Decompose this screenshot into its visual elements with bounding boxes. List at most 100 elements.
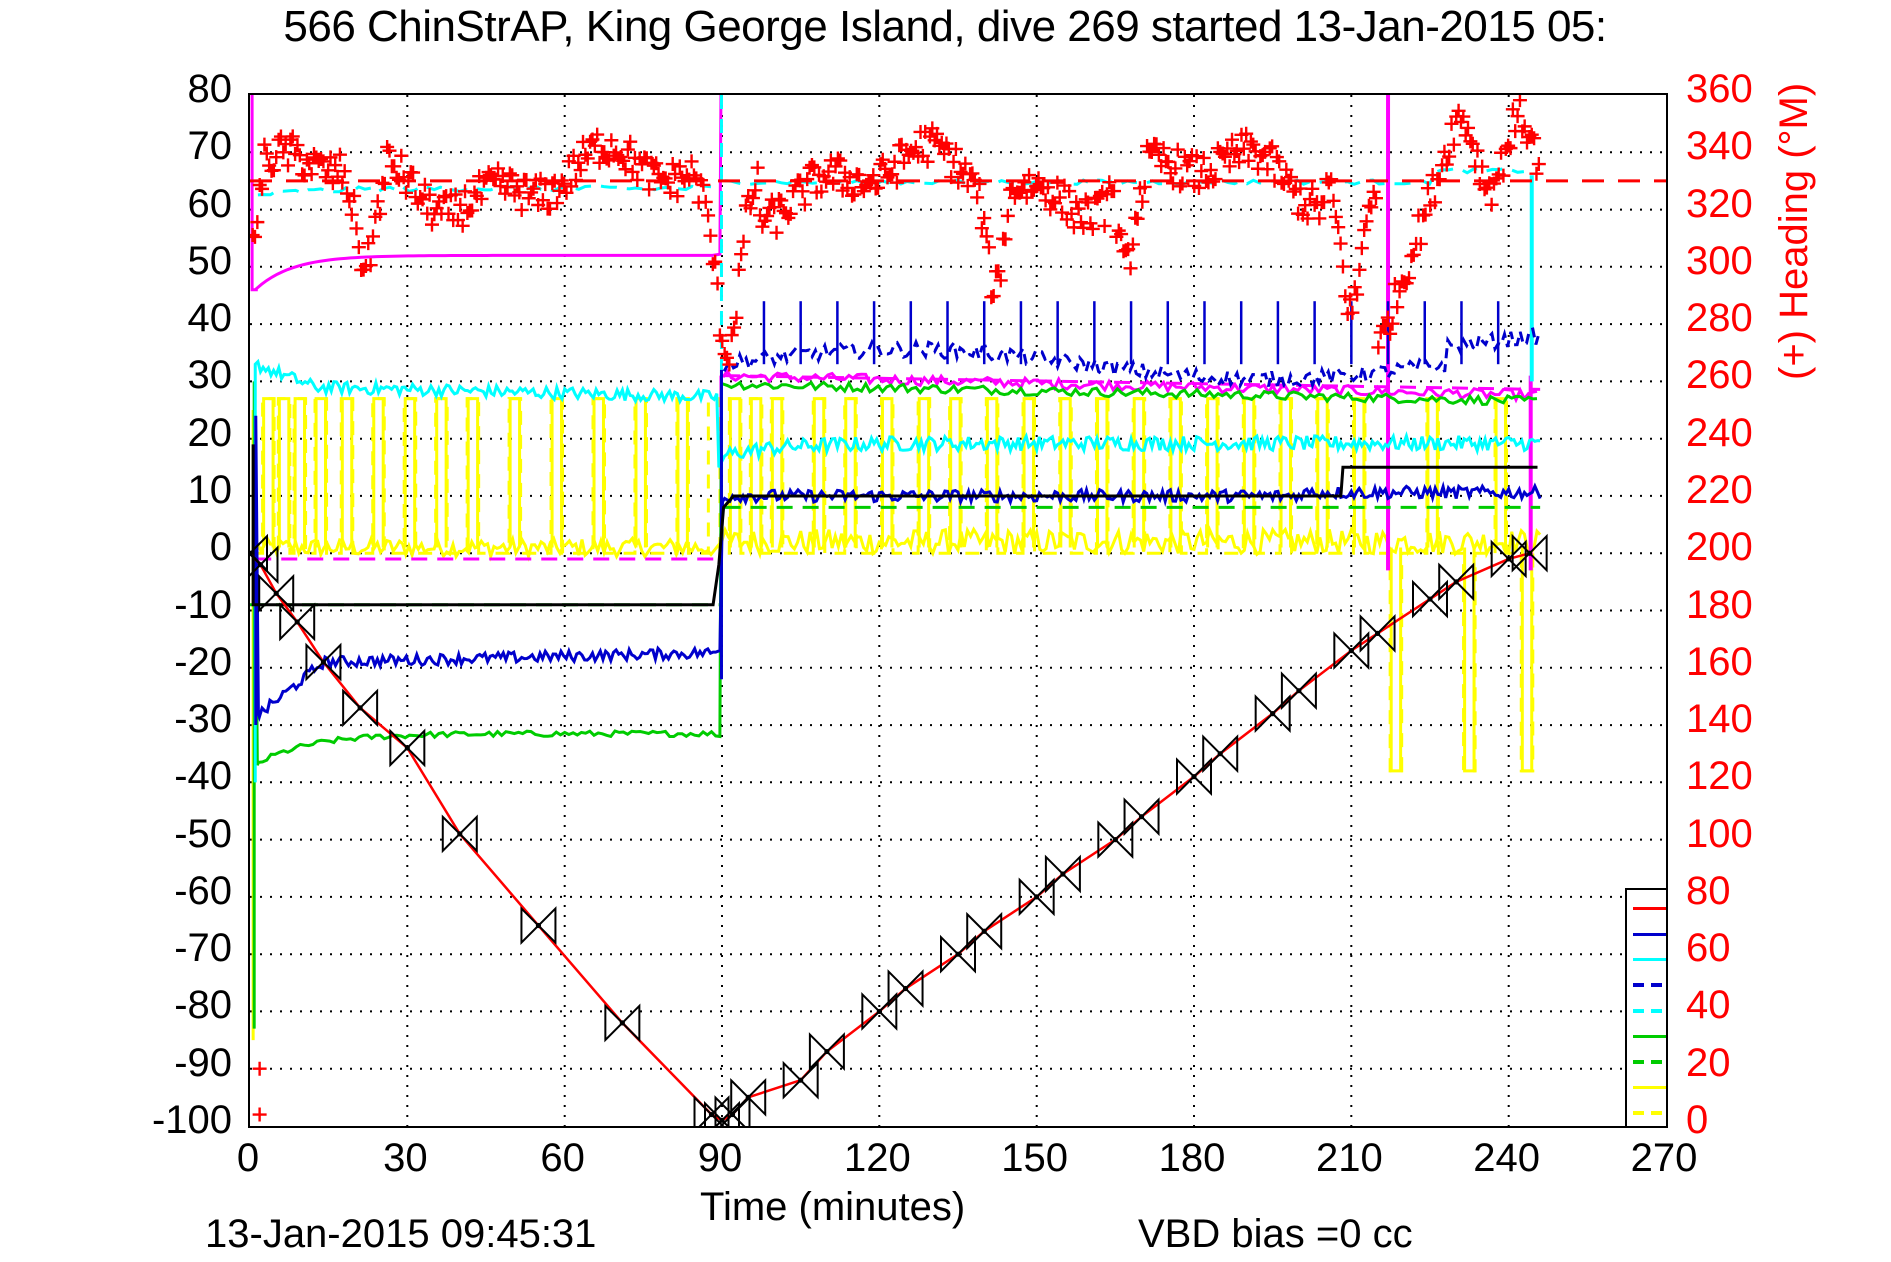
height-marker-bowtie bbox=[258, 573, 295, 613]
height-marker-bowtie bbox=[1097, 820, 1134, 860]
height-marker-bowtie bbox=[1202, 734, 1239, 774]
trace-vehicle-roll-pulse bbox=[949, 397, 962, 548]
trace-vert-speed-buoy-pitch bbox=[722, 327, 1541, 391]
trace-vehicle-roll-pulse bbox=[1169, 397, 1182, 548]
x-tick-270: 270 bbox=[1630, 1136, 1698, 1180]
y-tick-right-100: 100 bbox=[1686, 811, 1753, 856]
y-tick-right-220: 220 bbox=[1686, 467, 1753, 512]
height-marker-dot bbox=[619, 1020, 625, 1026]
trace-vehicle-roll-pulse bbox=[1352, 397, 1366, 548]
trace-vehicle-roll-pulse bbox=[340, 397, 354, 548]
heading-edge-markers bbox=[252, 1061, 267, 1122]
y-tick-left--20: -20 bbox=[174, 639, 232, 684]
trace-vehicle-roll-pulse bbox=[1389, 547, 1403, 773]
height-marker-dot bbox=[1506, 556, 1512, 562]
legend-item: Pitch Control (mm) bbox=[1627, 1049, 1666, 1075]
height-marker-dot bbox=[1270, 711, 1276, 717]
legend-swatch-line bbox=[1633, 1059, 1666, 1064]
trace-roll-control bbox=[255, 397, 1541, 773]
trace-vehicle-roll-pulse bbox=[550, 397, 564, 548]
vbd-bias-label: VBD bias =0 cc bbox=[1138, 1212, 1413, 1256]
height-marker-bowtie bbox=[704, 1100, 740, 1126]
height-marker-dot bbox=[357, 705, 363, 711]
y-tick-right-340: 340 bbox=[1686, 124, 1753, 169]
trace-vehicle-roll-pulse bbox=[1426, 397, 1439, 548]
height-marker-dot bbox=[798, 1077, 804, 1083]
x-tick-0: 0 bbox=[236, 1136, 260, 1180]
legend-item: Pitch Up (deg) bbox=[1627, 1024, 1666, 1050]
y-tick-right-120: 120 bbox=[1686, 754, 1753, 799]
height-marker-dot bbox=[404, 745, 410, 751]
height-marker-dot bbox=[1191, 774, 1197, 780]
trace-pitch-up bbox=[252, 379, 1538, 1029]
legend-swatch-line bbox=[1633, 1034, 1666, 1038]
y-tick-left--50: -50 bbox=[174, 811, 232, 856]
height-marker-bowtie bbox=[604, 1003, 641, 1043]
height-marker-dot bbox=[1060, 871, 1066, 877]
height-marker-dot bbox=[320, 659, 327, 665]
trace-vehicle-roll-pulse bbox=[1059, 397, 1072, 548]
legend-box: Height (10m)W = dz/dt (cm/s)Horiz Speed(… bbox=[1625, 888, 1666, 1126]
plot-canvas bbox=[250, 95, 1666, 1126]
height-marker-bowtie bbox=[441, 814, 478, 854]
y-tick-right-40: 40 bbox=[1686, 983, 1731, 1028]
x-tick-150: 150 bbox=[1001, 1136, 1069, 1180]
y-tick-left--70: -70 bbox=[174, 926, 232, 971]
height-marker-dot bbox=[981, 928, 987, 934]
height-marker-dot bbox=[1296, 688, 1302, 694]
trace-vehicle-roll-pulse bbox=[749, 397, 763, 548]
trace-vehicle-roll-pulse bbox=[1132, 397, 1146, 548]
y-tick-right-200: 200 bbox=[1686, 525, 1753, 570]
trace-vehicle-roll-pulse bbox=[435, 397, 448, 548]
height-marker-dot bbox=[955, 951, 961, 957]
y-tick-left--100: -100 bbox=[151, 1098, 232, 1142]
trace-vehicle-roll-pulse bbox=[1463, 547, 1476, 773]
trace-vehicle-roll-pulse bbox=[1096, 397, 1109, 548]
height-marker-dot bbox=[745, 1094, 751, 1100]
height-marker-dot bbox=[457, 831, 463, 837]
legend-item: W = dz/dt (cm/s) bbox=[1627, 922, 1666, 948]
legend-item: Horiz Speed(buoy,pitch) bbox=[1627, 998, 1666, 1024]
y-tick-left-80: 80 bbox=[187, 67, 233, 111]
trace-vehicle-roll-pulse bbox=[466, 397, 480, 548]
grid-lines bbox=[250, 95, 1666, 1126]
timestamp-label: 13-Jan-2015 09:45:31 bbox=[205, 1212, 597, 1256]
height-marker-dot bbox=[1217, 751, 1223, 757]
trace-vehicle-roll-pulse bbox=[917, 397, 931, 548]
trace-vehicle-roll-pulse bbox=[812, 397, 826, 548]
y-tick-left-60: 60 bbox=[187, 181, 233, 226]
height-marker-dot bbox=[1112, 837, 1118, 843]
height-marker-bowtie bbox=[808, 1032, 845, 1071]
page-title: 566 ChinStrAP, King George Island, dive … bbox=[283, 2, 1607, 51]
height-marker-dot bbox=[257, 562, 264, 568]
height-marker-dot bbox=[719, 1117, 725, 1123]
trace-vehicle-roll-pulse bbox=[676, 397, 689, 548]
trace-glide-angle-climb bbox=[724, 374, 1541, 391]
height-marker-dot bbox=[294, 619, 300, 625]
height-marker-bowtie bbox=[861, 992, 898, 1031]
trace-buoyancy bbox=[250, 95, 723, 292]
height-marker-dot bbox=[824, 1048, 830, 1055]
y-axis-right-title: (+) Heading (°M) bbox=[1772, 82, 1816, 380]
height-marker-bowtie bbox=[693, 1095, 730, 1126]
trace-horiz-speed-buoy-pitch-dive bbox=[257, 184, 712, 197]
height-marker-dot bbox=[708, 1111, 715, 1118]
height-marker-bowtie bbox=[1359, 613, 1396, 653]
height-marker-bowtie bbox=[782, 1060, 819, 1100]
height-marker-dot bbox=[876, 1008, 882, 1015]
y-tick-left--90: -90 bbox=[174, 1040, 232, 1085]
trace-height bbox=[250, 552, 1530, 1122]
trace-vehicle-roll-pulse bbox=[1242, 397, 1256, 548]
height-marker-bowtie bbox=[305, 642, 342, 682]
height-marker-dot bbox=[1453, 579, 1459, 585]
height-marker-bowtie bbox=[1176, 757, 1212, 797]
height-marker-bowtie bbox=[1490, 539, 1527, 579]
legend-swatch-line bbox=[1633, 1110, 1666, 1115]
x-axis-title: Time (minutes) bbox=[700, 1185, 966, 1229]
legend-swatch-line bbox=[1633, 1008, 1666, 1013]
legend-swatch-line bbox=[1633, 907, 1666, 911]
height-marker-dot bbox=[1374, 630, 1381, 637]
x-tick-90: 90 bbox=[697, 1136, 743, 1180]
trace-vehicle-roll-pulse bbox=[293, 397, 307, 548]
legend-item: Horiz Speed(W,pitch) bbox=[1627, 947, 1666, 973]
